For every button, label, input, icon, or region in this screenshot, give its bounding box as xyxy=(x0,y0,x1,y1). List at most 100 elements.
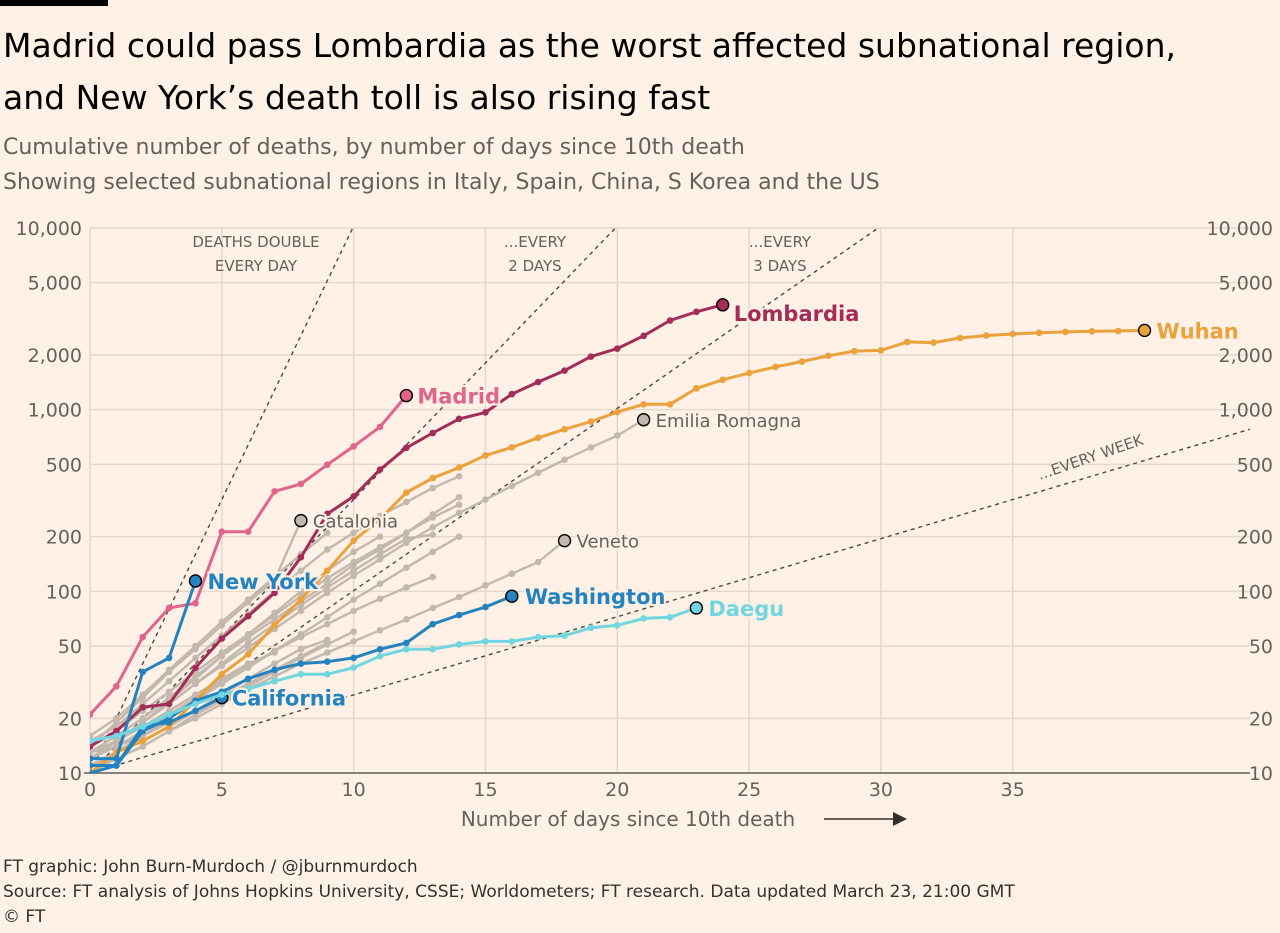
data-point-veneto xyxy=(403,616,410,623)
data-point-daegu xyxy=(534,633,542,641)
data-point-emilia-romagna xyxy=(429,524,437,531)
x-axis-label: Number of days since 10th death xyxy=(461,807,795,831)
data-point-unlabeled xyxy=(323,613,331,621)
data-point-daegu xyxy=(587,624,595,632)
data-point-washington xyxy=(350,654,357,662)
y-tick-label-left: 20 xyxy=(58,708,82,730)
data-point-wuhan xyxy=(403,489,410,496)
data-point-emilia-romagna xyxy=(613,432,621,439)
data-point-emilia-romagna xyxy=(534,469,542,476)
data-point-daegu xyxy=(113,732,120,740)
chart-title: Madrid could pass Lombardia as the worst… xyxy=(3,20,1263,124)
data-point-veneto xyxy=(429,604,437,612)
data-point-wuhan xyxy=(271,622,278,629)
data-point-daegu xyxy=(192,700,199,708)
data-point-unlabeled xyxy=(113,743,120,750)
series-line-daegu xyxy=(90,606,697,743)
data-point-wuhan xyxy=(244,651,252,658)
data-point-unlabeled xyxy=(455,472,463,480)
data-point-lombardia xyxy=(192,664,199,671)
data-point-wuhan xyxy=(139,737,147,745)
data-point-wuhan xyxy=(587,418,595,425)
data-point-madrid xyxy=(139,633,147,641)
data-point-wuhan xyxy=(323,567,331,574)
data-point-unlabeled xyxy=(90,732,94,740)
data-point-wuhan xyxy=(1062,328,1069,336)
data-point-unlabeled xyxy=(350,567,357,574)
data-point-unlabeled xyxy=(350,529,357,537)
data-point-emilia-romagna xyxy=(587,444,595,451)
data-point-unlabeled xyxy=(455,533,463,540)
data-point-unlabeled xyxy=(429,484,437,492)
data-point-unlabeled xyxy=(376,533,384,540)
data-point-unlabeled xyxy=(90,749,94,756)
series-label-emilia-romagna: Emilia Romagna xyxy=(656,411,802,432)
data-point-unlabeled xyxy=(244,660,252,667)
data-point-daegu xyxy=(455,641,463,648)
data-point-madrid xyxy=(323,461,331,468)
data-point-daegu xyxy=(297,670,305,678)
data-point-unlabeled xyxy=(165,677,173,685)
data-point-lombardia xyxy=(482,409,489,416)
data-point-lombardia xyxy=(455,415,463,423)
data-point-lombardia xyxy=(323,510,331,518)
data-point-veneto xyxy=(192,715,199,722)
data-point-unlabeled xyxy=(429,531,437,538)
data-point-veneto xyxy=(557,533,572,548)
data-point-wuhan xyxy=(534,434,542,442)
data-point-wuhan xyxy=(956,334,964,342)
data-point-veneto xyxy=(376,627,384,634)
data-point-unlabeled xyxy=(350,558,357,566)
data-point-unlabeled xyxy=(429,573,437,581)
data-point-washington xyxy=(90,769,94,773)
series-label-new-york: New York xyxy=(207,570,319,594)
data-point-unlabeled xyxy=(297,633,305,641)
series-label-madrid: Madrid xyxy=(417,385,500,409)
chart-subtitle: Cumulative number of deaths, by number o… xyxy=(3,130,1263,200)
data-point-catalonia xyxy=(218,622,226,629)
title-line-2: and New York’s death toll is also rising… xyxy=(3,78,711,117)
data-point-wuhan xyxy=(1114,327,1122,335)
data-point-wuhan xyxy=(930,339,937,346)
data-point-emilia-romagna xyxy=(636,413,651,427)
title-line-1: Madrid could pass Lombardia as the worst… xyxy=(3,26,1176,65)
data-point-madrid xyxy=(399,388,414,403)
data-point-lombardia xyxy=(244,612,252,620)
data-point-unlabeled xyxy=(350,596,357,603)
x-tick-label: 30 xyxy=(869,779,893,801)
data-point-unlabeled xyxy=(323,620,331,628)
data-point-washington xyxy=(323,658,331,665)
data-point-madrid xyxy=(165,604,173,612)
data-point-wuhan xyxy=(983,332,990,339)
data-point-unlabeled xyxy=(429,548,437,556)
data-point-unlabeled xyxy=(297,588,305,595)
x-tick-label: 15 xyxy=(473,779,497,801)
data-point-new-york xyxy=(165,654,173,662)
data-point-daegu xyxy=(429,645,437,653)
data-point-veneto xyxy=(482,581,489,589)
series-label-wuhan: Wuhan xyxy=(1157,319,1239,343)
data-point-new-york xyxy=(139,668,147,676)
y-tick-label-left: 10,000 xyxy=(16,218,82,240)
data-point-washington xyxy=(113,762,120,769)
data-point-daegu xyxy=(561,632,568,639)
data-point-washington xyxy=(297,660,305,667)
data-point-washington xyxy=(244,675,252,683)
data-point-washington xyxy=(505,589,519,603)
data-point-madrid xyxy=(192,599,199,607)
data-point-catalonia xyxy=(294,513,308,528)
data-point-catalonia xyxy=(192,645,199,653)
reference-line-label-1-days: DEATHS DOUBLE EVERY DAY xyxy=(192,233,319,275)
data-point-unlabeled xyxy=(244,639,252,647)
data-point-washington xyxy=(429,620,437,628)
data-point-madrid xyxy=(218,528,226,535)
y-tick-label-left: 500 xyxy=(46,454,82,476)
y-tick-label-left: 1,000 xyxy=(28,400,82,422)
data-point-emilia-romagna xyxy=(192,680,199,688)
y-tick-label-right: 50 xyxy=(1249,636,1273,658)
data-point-emilia-romagna xyxy=(482,496,489,503)
data-point-unlabeled xyxy=(403,498,410,506)
data-point-wuhan xyxy=(693,385,700,392)
series-label-lombardia: Lombardia xyxy=(734,302,860,326)
data-point-daegu xyxy=(244,685,252,693)
